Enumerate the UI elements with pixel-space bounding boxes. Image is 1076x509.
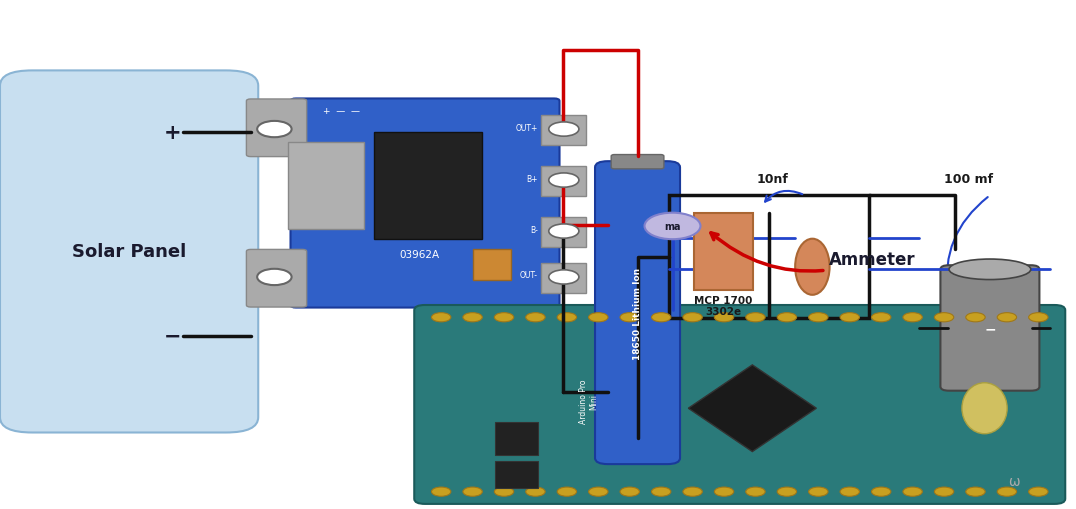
Circle shape xyxy=(997,313,1017,322)
Text: 03962A: 03962A xyxy=(399,249,440,260)
Circle shape xyxy=(683,487,703,496)
Text: B-: B- xyxy=(530,225,538,234)
Circle shape xyxy=(777,487,796,496)
Bar xyxy=(495,461,538,488)
Circle shape xyxy=(840,487,860,496)
Circle shape xyxy=(809,487,829,496)
Circle shape xyxy=(431,487,451,496)
Text: ω: ω xyxy=(1008,474,1019,488)
FancyBboxPatch shape xyxy=(595,162,680,464)
Bar xyxy=(541,263,586,294)
Text: ma: ma xyxy=(664,221,681,232)
Circle shape xyxy=(872,487,891,496)
Circle shape xyxy=(589,313,608,322)
Circle shape xyxy=(549,174,579,188)
Bar xyxy=(541,166,586,197)
Circle shape xyxy=(934,487,953,496)
Circle shape xyxy=(557,487,577,496)
Text: MCP 1700
3302e: MCP 1700 3302e xyxy=(694,295,753,317)
Circle shape xyxy=(257,122,292,138)
Circle shape xyxy=(683,313,703,322)
Circle shape xyxy=(903,487,922,496)
Bar xyxy=(495,422,538,456)
Circle shape xyxy=(526,313,546,322)
Bar xyxy=(288,143,364,229)
Polygon shape xyxy=(689,365,817,451)
Circle shape xyxy=(549,270,579,285)
Circle shape xyxy=(620,313,639,322)
Bar xyxy=(374,132,482,239)
Text: +  —  —: + — — xyxy=(323,106,359,116)
Circle shape xyxy=(620,487,639,496)
Circle shape xyxy=(463,487,482,496)
Bar xyxy=(541,217,586,248)
Circle shape xyxy=(494,313,513,322)
Circle shape xyxy=(651,487,670,496)
Circle shape xyxy=(1029,487,1048,496)
Circle shape xyxy=(549,123,579,137)
Circle shape xyxy=(431,313,451,322)
Bar xyxy=(541,116,586,146)
Text: +: + xyxy=(164,122,181,143)
Circle shape xyxy=(714,313,734,322)
Text: OUT-: OUT- xyxy=(520,271,538,280)
Circle shape xyxy=(463,313,482,322)
Circle shape xyxy=(526,487,546,496)
FancyBboxPatch shape xyxy=(246,250,307,307)
Bar xyxy=(473,249,511,280)
Circle shape xyxy=(494,487,513,496)
FancyBboxPatch shape xyxy=(291,99,560,308)
Text: 10nf: 10nf xyxy=(756,173,789,186)
Circle shape xyxy=(589,487,608,496)
Bar xyxy=(669,196,869,318)
Ellipse shape xyxy=(949,260,1031,280)
Text: 18650 Lithium Ion: 18650 Lithium Ion xyxy=(633,267,642,359)
Text: 100 mf: 100 mf xyxy=(944,173,993,186)
Circle shape xyxy=(903,313,922,322)
FancyBboxPatch shape xyxy=(940,266,1039,391)
Circle shape xyxy=(966,313,986,322)
Circle shape xyxy=(651,313,670,322)
Circle shape xyxy=(645,213,700,240)
Circle shape xyxy=(809,313,829,322)
Text: Arduino Pro
Mini: Arduino Pro Mini xyxy=(579,379,598,423)
FancyBboxPatch shape xyxy=(414,305,1065,504)
Circle shape xyxy=(714,487,734,496)
Circle shape xyxy=(557,313,577,322)
Ellipse shape xyxy=(795,239,830,295)
Text: Solar Panel: Solar Panel xyxy=(72,243,186,261)
Circle shape xyxy=(549,224,579,239)
Text: −: − xyxy=(985,321,995,335)
Circle shape xyxy=(966,487,986,496)
Ellipse shape xyxy=(962,383,1007,434)
Circle shape xyxy=(997,487,1017,496)
Circle shape xyxy=(257,269,292,286)
FancyBboxPatch shape xyxy=(611,155,664,169)
Text: −: − xyxy=(164,326,181,346)
FancyBboxPatch shape xyxy=(246,100,307,157)
Circle shape xyxy=(934,313,953,322)
Circle shape xyxy=(840,313,860,322)
Circle shape xyxy=(777,313,796,322)
Circle shape xyxy=(1029,313,1048,322)
Circle shape xyxy=(746,313,765,322)
Circle shape xyxy=(872,313,891,322)
Text: OUT+: OUT+ xyxy=(515,123,538,132)
Text: Ammeter: Ammeter xyxy=(711,234,916,271)
Bar xyxy=(694,214,753,290)
Circle shape xyxy=(746,487,765,496)
FancyBboxPatch shape xyxy=(0,71,258,433)
Text: B+: B+ xyxy=(526,174,538,183)
